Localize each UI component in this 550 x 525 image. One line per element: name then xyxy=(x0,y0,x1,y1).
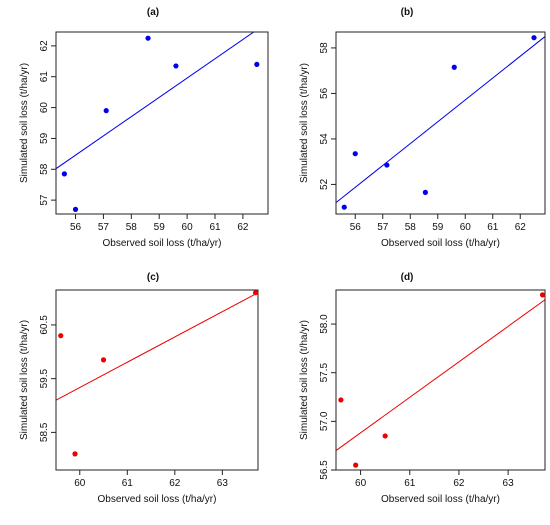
panel-title: (a) xyxy=(147,7,159,18)
x-tick-label: 63 xyxy=(503,478,515,489)
y-tick-label: 54 xyxy=(319,133,330,145)
regression-line xyxy=(56,292,258,401)
x-tick-label: 57 xyxy=(377,222,389,233)
data-point xyxy=(145,35,151,41)
x-tick-label: 62 xyxy=(515,222,527,233)
x-tick-label: 60 xyxy=(182,222,194,233)
y-axis-label: Simulated soil loss (t/ha/yr) xyxy=(19,320,30,440)
regression-line xyxy=(56,32,255,170)
y-tick-label: 58 xyxy=(319,42,330,54)
x-tick-label: 56 xyxy=(70,222,82,233)
x-axis-label: Observed soil loss (t/ha/yr) xyxy=(381,494,500,505)
x-tick-label: 59 xyxy=(432,222,444,233)
data-point xyxy=(254,61,260,67)
scatter-panel-3: (c) 60 61 62 63 58.5 59.5 60.5 Observed soil los… xyxy=(19,272,259,505)
regression-line xyxy=(336,299,545,451)
x-tick-label: 60 xyxy=(460,222,472,233)
y-axis-label: Simulated soil loss (t/ha/yr) xyxy=(299,63,310,183)
y-tick-label: 58.5 xyxy=(39,422,50,442)
data-point xyxy=(173,63,179,69)
x-tick-label: 61 xyxy=(122,478,134,489)
x-tick-label: 61 xyxy=(209,222,221,233)
x-tick-label: 62 xyxy=(169,478,181,489)
panel-title: (d) xyxy=(401,272,414,283)
data-point xyxy=(61,171,67,177)
x-tick-label: 62 xyxy=(453,478,465,489)
y-tick-label: 58.0 xyxy=(319,314,330,334)
x-tick-label: 60 xyxy=(74,478,86,489)
y-tick-label: 56 xyxy=(319,87,330,99)
data-point xyxy=(352,151,358,157)
x-tick-label: 61 xyxy=(404,478,416,489)
y-tick-label: 61 xyxy=(39,71,50,83)
data-point xyxy=(253,290,259,296)
data-point xyxy=(341,204,347,210)
data-point xyxy=(531,35,537,41)
data-point xyxy=(539,292,546,298)
x-axis-label: Observed soil loss (t/ha/yr) xyxy=(381,238,500,249)
scatter-panel-4: (d) 60 61 62 63 56.5 57.0 57.5 58.0 Observed soil… xyxy=(299,272,546,505)
plot-frame xyxy=(335,289,546,471)
data-point xyxy=(382,433,388,439)
x-tick-label: 56 xyxy=(350,222,362,233)
data-point xyxy=(72,451,78,457)
x-tick-label: 58 xyxy=(126,222,138,233)
y-tick-label: 59.5 xyxy=(39,368,50,388)
panel-title: (c) xyxy=(147,272,159,283)
data-point xyxy=(451,64,457,70)
data-point xyxy=(72,206,79,212)
x-tick-label: 62 xyxy=(237,222,249,233)
y-axis-label: Simulated soil loss (t/ha/yr) xyxy=(19,63,30,183)
data-point xyxy=(384,162,390,168)
x-tick-label: 58 xyxy=(405,222,417,233)
scatter-panel-1: (a) 56 57 58 59 60 61 62 57 58 59 60 61 62 Observed so… xyxy=(19,7,269,249)
x-tick-label: 60 xyxy=(355,478,367,489)
x-tick-label: 61 xyxy=(487,222,499,233)
data-point xyxy=(103,108,109,114)
plot-frame xyxy=(55,289,259,471)
y-tick-label: 62 xyxy=(39,40,50,52)
y-tick-label: 57.5 xyxy=(319,363,330,383)
data-point xyxy=(100,357,107,363)
y-tick-label: 58 xyxy=(39,163,50,175)
scatter-panel-2: (b) 56 57 58 59 60 61 62 52 54 56 58 Observed soil l… xyxy=(299,7,546,249)
y-tick-label: 59 xyxy=(39,132,50,144)
y-tick-label: 56.5 xyxy=(319,460,330,480)
x-tick-label: 63 xyxy=(217,478,229,489)
data-point xyxy=(338,397,344,403)
y-tick-label: 60 xyxy=(39,102,50,114)
x-tick-label: 59 xyxy=(154,222,166,233)
data-point xyxy=(58,333,64,339)
data-point xyxy=(422,189,428,195)
y-tick-label: 57.0 xyxy=(319,411,330,431)
y-tick-label: 52 xyxy=(319,178,330,190)
regression-line xyxy=(336,36,545,204)
x-tick-label: 57 xyxy=(98,222,110,233)
y-tick-label: 57 xyxy=(39,194,50,206)
data-point xyxy=(353,462,359,468)
y-axis-label: Simulated soil loss (t/ha/yr) xyxy=(299,320,310,440)
y-tick-label: 60.5 xyxy=(39,315,50,335)
panel-title: (b) xyxy=(401,7,414,18)
x-axis-label: Observed soil loss (t/ha/yr) xyxy=(98,494,217,505)
plot-frame xyxy=(55,31,269,215)
x-axis-label: Observed soil loss (t/ha/yr) xyxy=(103,238,222,249)
plot-frame xyxy=(335,31,546,215)
